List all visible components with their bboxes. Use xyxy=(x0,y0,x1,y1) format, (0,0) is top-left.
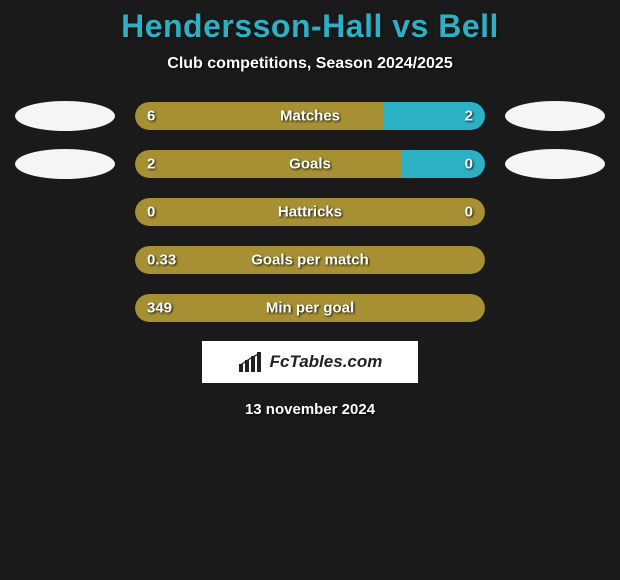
player-badge-left xyxy=(15,149,115,179)
page-title: Hendersson-Hall vs Bell xyxy=(0,8,620,45)
stat-value-right: 0 xyxy=(465,156,473,173)
stat-bar: Matches 6 2 xyxy=(135,102,485,130)
stat-label: Matches xyxy=(280,108,340,125)
stat-label: Goals per match xyxy=(251,252,369,269)
player-badge-right xyxy=(505,101,605,131)
date-label: 13 november 2024 xyxy=(0,401,620,418)
player-badge-right xyxy=(505,149,605,179)
stat-label: Min per goal xyxy=(266,300,354,317)
player-badge-left xyxy=(15,101,115,131)
stat-row: Goals per match 0.33 xyxy=(0,245,620,275)
stat-bar: Min per goal 349 xyxy=(135,294,485,322)
stat-row: Goals 2 0 xyxy=(0,149,620,179)
stat-value-left: 0 xyxy=(147,204,155,221)
stat-row: Matches 6 2 xyxy=(0,101,620,131)
bar-segment-left xyxy=(135,102,384,130)
stat-bar: Hattricks 0 0 xyxy=(135,198,485,226)
stat-label: Goals xyxy=(289,156,331,173)
bar-chart-icon xyxy=(238,352,264,372)
stat-value-left: 2 xyxy=(147,156,155,173)
stat-row: Hattricks 0 0 xyxy=(0,197,620,227)
stat-label: Hattricks xyxy=(278,204,342,221)
stat-value-left: 6 xyxy=(147,108,155,125)
stat-row: Min per goal 349 xyxy=(0,293,620,323)
attribution-text: FcTables.com xyxy=(270,352,383,372)
stat-bar: Goals per match 0.33 xyxy=(135,246,485,274)
stat-value-left: 0.33 xyxy=(147,252,176,269)
stat-value-right: 2 xyxy=(465,108,473,125)
stat-value-left: 349 xyxy=(147,300,172,317)
stat-value-right: 0 xyxy=(465,204,473,221)
attribution-badge[interactable]: FcTables.com xyxy=(202,341,418,383)
subtitle: Club competitions, Season 2024/2025 xyxy=(0,55,620,73)
stat-rows: Matches 6 2 Goals 2 0 Hattricks 0 0 Goals per mat… xyxy=(0,101,620,323)
bar-segment-left xyxy=(135,150,401,178)
chart-container: Hendersson-Hall vs Bell Club competition… xyxy=(0,0,620,418)
stat-bar: Goals 2 0 xyxy=(135,150,485,178)
